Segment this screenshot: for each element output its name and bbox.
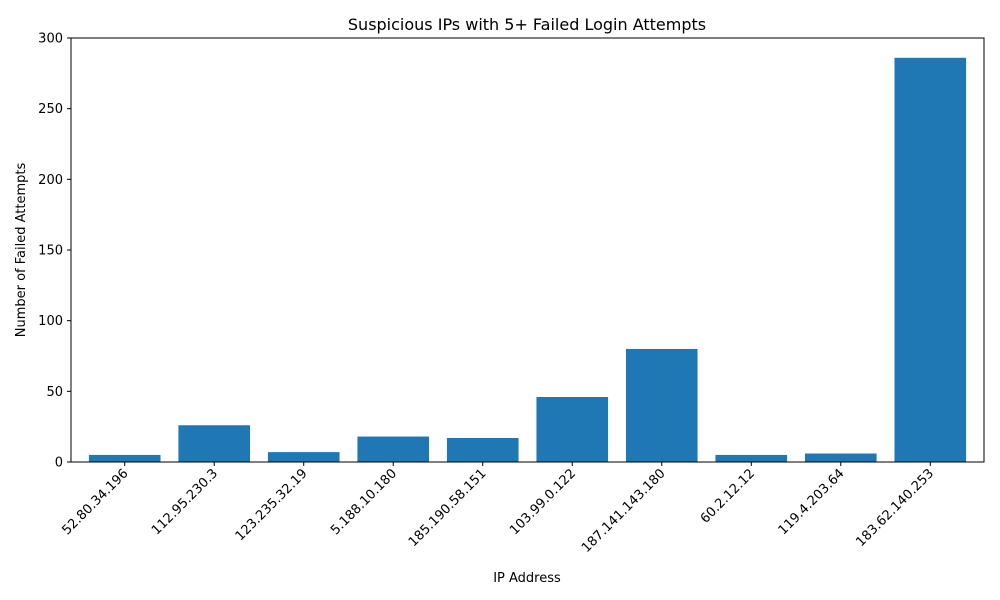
plot-frame	[70, 37, 985, 463]
bar-5.188.10.180	[357, 436, 430, 462]
y-axis-ticks: 0 50 100 150 200 250 300	[38, 32, 71, 471]
bar-103.99.0.122	[536, 396, 609, 462]
y-tick-label: 50	[46, 385, 63, 400]
bar-187.141.143.180	[625, 348, 698, 462]
y-tick-label: 0	[55, 456, 63, 471]
chart-title: Suspicious IPs with 5+ Failed Login Atte…	[348, 15, 706, 34]
bar-123.235.32.19	[267, 452, 340, 462]
bars	[88, 57, 967, 462]
plot-background	[71, 38, 984, 462]
y-tick-label: 150	[38, 244, 63, 259]
y-tick-label: 300	[38, 32, 63, 47]
bar-183.62.140.253	[894, 57, 967, 462]
y-tick-label: 200	[38, 173, 63, 188]
y-axis-label: Number of Failed Attempts	[14, 163, 29, 338]
bar-112.95.230.3	[178, 425, 251, 462]
x-axis-label: IP Address	[493, 571, 561, 586]
bar-52.80.34.196	[88, 454, 161, 462]
y-tick-label: 100	[38, 314, 63, 329]
y-tick-label: 250	[38, 102, 63, 117]
bar-60.2.12.12	[715, 454, 788, 462]
bar-119.4.203.64	[804, 453, 877, 462]
bar-185.190.58.151	[446, 437, 519, 462]
